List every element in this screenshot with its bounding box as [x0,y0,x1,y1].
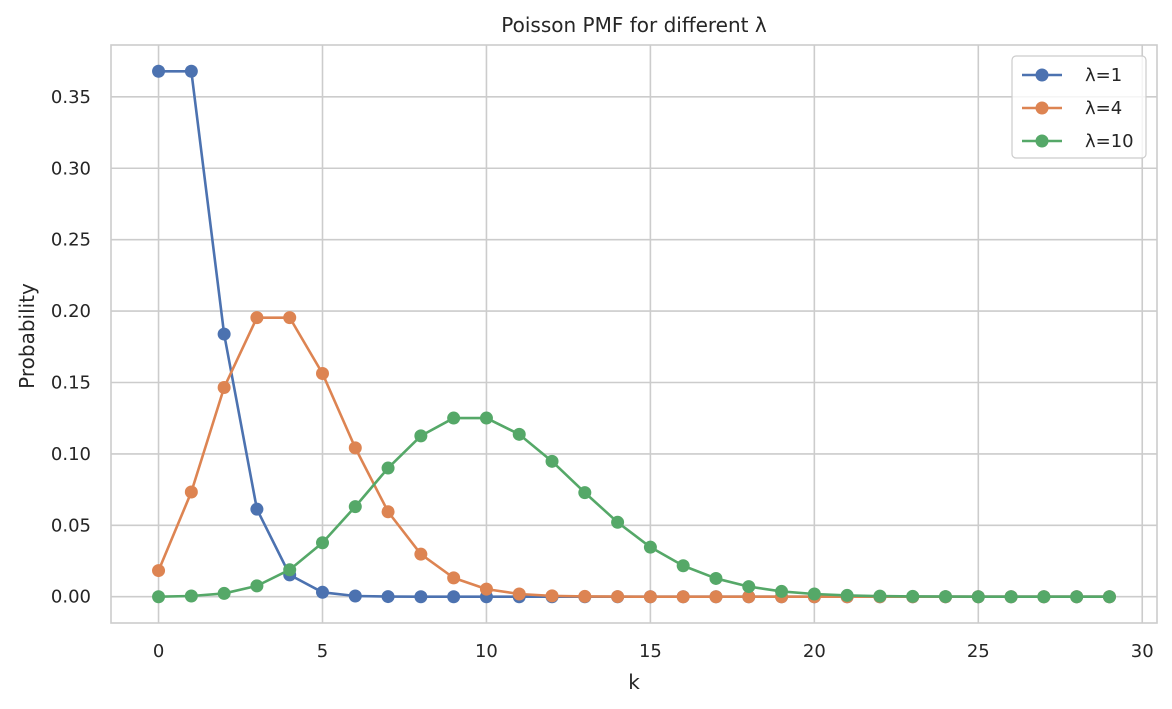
data-point [578,486,592,500]
grid [111,45,1157,623]
legend-label: λ=10 [1085,131,1134,152]
legend: λ=1 λ=4 λ=10 [1011,55,1147,159]
data-point [545,454,559,468]
data-point [283,311,297,325]
data-point [184,64,198,78]
data-point [1004,590,1018,604]
legend-marker [1035,101,1049,115]
legend-box [1011,55,1147,159]
x-tick-label: 25 [967,641,990,662]
data-point [250,502,264,516]
legend-label: λ=4 [1085,98,1122,119]
data-point [447,571,461,585]
data-point [381,505,395,519]
data-point [807,587,821,601]
data-point [1102,590,1116,604]
data-point [906,589,920,603]
chart-title: Poisson PMF for different λ [501,13,767,37]
data-point [414,429,428,443]
data-point [611,590,625,604]
data-point [447,411,461,425]
legend-marker [1035,68,1049,82]
data-point [709,571,723,585]
data-point [152,564,166,578]
data-point [348,500,362,514]
data-point [545,589,559,603]
y-tick-label: 0.05 [51,515,91,536]
y-tick-label: 0.35 [51,87,91,108]
data-point [414,547,428,561]
series-1 [152,64,1116,604]
data-point [315,536,329,550]
x-axis-ticks: 0 5 10 15 20 25 30 [153,641,1154,662]
data-point [709,590,723,604]
y-tick-label: 0.10 [51,444,91,465]
data-point [578,589,592,603]
series-line [157,316,1110,599]
data-point [643,540,657,554]
data-point [742,580,756,594]
data-point [479,411,493,425]
data-point [381,590,395,604]
data-point [971,590,985,604]
data-point [414,590,428,604]
x-tick-label: 30 [1131,641,1154,662]
y-tick-label: 0.25 [51,230,91,251]
x-tick-label: 5 [317,641,328,662]
data-point [152,64,166,78]
data-point [315,366,329,380]
y-axis-ticks: 0.00 0.05 0.10 0.15 0.20 0.25 0.30 0.35 [51,87,91,608]
y-tick-label: 0.20 [51,301,91,322]
data-point [184,589,198,603]
data-point [939,590,953,604]
data-point [348,441,362,455]
data-point [283,563,297,577]
data-point [152,590,166,604]
x-tick-label: 0 [153,641,164,662]
data-point [676,559,690,573]
data-point [676,590,690,604]
data-point [1070,590,1084,604]
y-tick-label: 0.15 [51,372,91,393]
data-point [348,589,362,603]
x-axis-label: k [628,670,640,694]
data-point [840,588,854,602]
series-line [158,416,1110,599]
series-2 [152,311,1116,604]
x-tick-label: 20 [803,641,826,662]
data-point [775,584,789,598]
data-point [643,590,657,604]
data-point [447,590,461,604]
series-3 [152,411,1116,604]
data-point [250,579,264,593]
plot-frame [110,44,1158,624]
data-point [1037,590,1051,604]
data-point [381,461,395,475]
series-line [158,69,1110,599]
legend-marker [1035,134,1049,148]
x-tick-label: 15 [639,641,662,662]
series-layer [152,64,1116,604]
x-tick-label: 10 [475,641,498,662]
y-tick-label: 0.00 [51,587,91,608]
y-tick-label: 0.30 [51,158,91,179]
data-point [250,311,264,325]
data-point [742,590,756,604]
data-point [611,515,625,529]
y-axis-label: Probability [15,283,39,389]
data-point [217,380,231,394]
data-point [184,485,198,499]
data-point [512,587,526,601]
data-point [315,585,329,599]
legend-label: λ=1 [1085,65,1122,86]
data-point [873,589,887,603]
data-point [479,582,493,596]
data-point [217,586,231,600]
data-point [217,327,231,341]
data-point [512,427,526,441]
